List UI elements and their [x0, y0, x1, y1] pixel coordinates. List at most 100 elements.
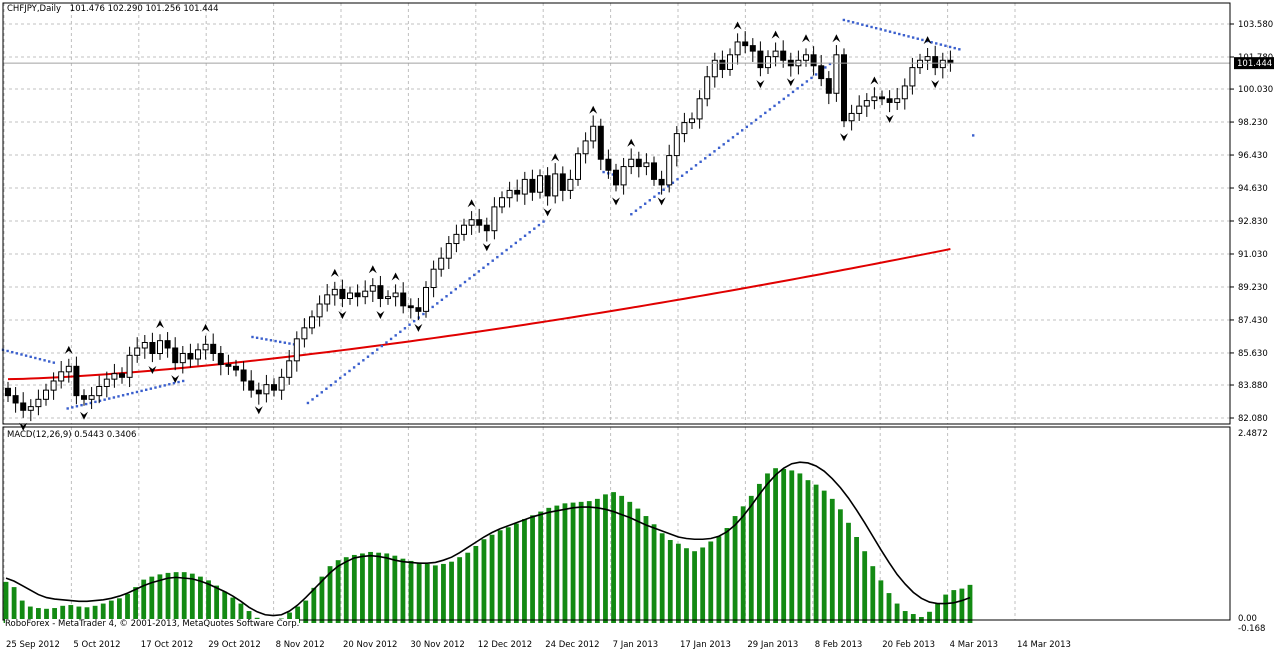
sar-dot	[935, 42, 938, 45]
macd-bar	[157, 574, 163, 623]
candle	[278, 368, 285, 400]
chart-header: CHFJPY,Daily 101.476 102.290 101.256 101…	[7, 4, 219, 14]
macd-indicator-label: MACD(12,26,9) 0.5443 0.3406	[7, 430, 137, 440]
macd-bar	[927, 611, 932, 623]
macd-bar	[756, 483, 762, 623]
candle	[286, 350, 293, 385]
macd-bar	[603, 494, 608, 623]
candle	[73, 356, 80, 405]
sar-dot	[542, 220, 545, 223]
fractal-down-icon	[657, 197, 666, 206]
sar-dot	[121, 394, 125, 397]
macd-bar	[27, 606, 33, 623]
candle	[658, 170, 665, 195]
price-axis-label: 87.430	[1238, 316, 1268, 326]
fractal-up-icon	[870, 76, 879, 85]
macd-bar	[538, 511, 544, 623]
macd-bar	[667, 539, 673, 623]
candle	[354, 284, 361, 307]
sar-dot	[177, 380, 180, 384]
fractal-down-icon	[254, 406, 263, 415]
candle	[506, 181, 513, 208]
candle	[863, 93, 870, 117]
macd-bar	[465, 552, 471, 623]
candle	[248, 370, 255, 398]
macd-bar	[854, 536, 859, 623]
candle	[673, 126, 680, 167]
sar-dot	[339, 376, 342, 380]
sar-dot	[403, 327, 407, 330]
fractal-up-icon	[156, 320, 164, 329]
candle	[141, 334, 148, 359]
candle	[65, 358, 72, 383]
macd-bar	[862, 551, 868, 623]
macd-bar	[60, 605, 66, 623]
macd-bar	[886, 593, 892, 623]
sar-dot	[103, 398, 106, 401]
parabolic-sar-dots	[1, 18, 975, 410]
price-axis-label: 85.630	[1238, 349, 1268, 359]
candle	[43, 383, 49, 406]
sar-dot	[283, 341, 287, 344]
candle	[233, 359, 239, 377]
fractal-up-icon	[832, 34, 841, 43]
candle	[818, 54, 825, 87]
sar-dot	[357, 362, 360, 366]
sar-dot	[662, 188, 665, 191]
candle	[605, 149, 612, 179]
macd-bar	[829, 498, 835, 623]
sar-dot	[408, 323, 411, 326]
sar-dot	[380, 344, 384, 348]
sar-dot	[279, 340, 282, 344]
candle	[879, 90, 885, 106]
sar-dot	[611, 173, 615, 176]
candle	[438, 247, 445, 277]
macd-bar	[44, 608, 49, 623]
macd-bar	[546, 507, 552, 623]
date-axis-label: 4 Mar 2013	[950, 640, 998, 650]
candle	[430, 260, 437, 298]
candle	[407, 298, 414, 319]
candle	[347, 286, 353, 305]
macd-bar	[497, 530, 503, 623]
candle	[119, 367, 125, 384]
macd-bar	[513, 523, 519, 623]
sar-dot	[366, 355, 370, 358]
candle	[149, 332, 156, 363]
sar-dot	[972, 134, 975, 137]
candle	[696, 90, 703, 129]
sar-dot	[685, 171, 688, 174]
macd-bar	[675, 543, 681, 623]
macd-bar	[765, 473, 770, 623]
candle	[491, 197, 498, 240]
price-axis-label: 82.080	[1238, 414, 1268, 424]
sar-dot	[15, 352, 19, 355]
sar-dot	[131, 391, 134, 395]
macd-bar	[76, 606, 82, 623]
sar-dot	[98, 399, 102, 402]
price-axis-label: 100.030	[1238, 85, 1273, 95]
macd-bar	[133, 587, 139, 623]
macd-bar	[117, 598, 122, 623]
sar-dot	[699, 160, 702, 163]
candle	[742, 31, 749, 54]
macd-bar	[797, 473, 803, 623]
candle	[711, 52, 718, 88]
date-axis-label: 17 Jan 2013	[680, 640, 731, 650]
macd-bar	[481, 539, 487, 623]
sar-dot	[168, 383, 171, 386]
signal-path	[5, 461, 971, 617]
candle	[331, 281, 338, 306]
sar-dot	[362, 359, 365, 362]
candle	[483, 217, 490, 242]
macd-bar	[108, 600, 114, 623]
sar-dot	[505, 248, 508, 252]
sar-dot	[112, 396, 116, 399]
sar-dot	[394, 334, 397, 337]
candle	[316, 295, 323, 327]
sar-dot	[371, 351, 374, 355]
macd-bar	[206, 580, 211, 623]
sar-dot	[801, 83, 804, 87]
